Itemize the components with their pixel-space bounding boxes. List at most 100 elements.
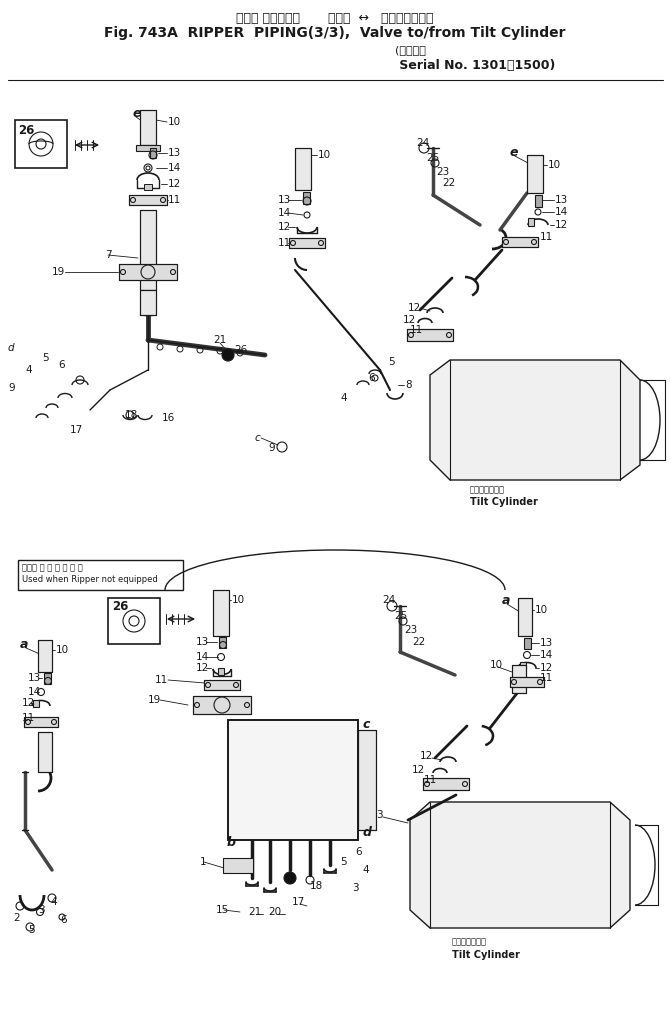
Bar	[18, 560, 183, 590]
Bar	[150, 148, 156, 158]
Bar	[144, 184, 152, 190]
Text: 6: 6	[58, 360, 64, 370]
Text: 18: 18	[310, 881, 323, 891]
Bar	[502, 236, 538, 247]
Text: リッパ 未 装 備 時 使 用: リッパ 未 装 備 時 使 用	[22, 563, 83, 572]
Text: 23: 23	[404, 625, 417, 635]
Text: 13: 13	[540, 638, 554, 648]
Bar	[129, 195, 167, 205]
Bar	[510, 677, 544, 687]
Text: 24: 24	[382, 595, 395, 605]
Bar	[140, 290, 156, 315]
Text: 11: 11	[278, 238, 291, 248]
Text: 4: 4	[340, 393, 347, 403]
Text: 11: 11	[155, 675, 168, 685]
Text: 13: 13	[196, 637, 209, 647]
Bar	[303, 192, 310, 204]
Text: 14: 14	[168, 163, 181, 173]
Text: 3: 3	[38, 905, 45, 915]
Text: 2: 2	[13, 914, 19, 923]
Text: 6: 6	[60, 915, 66, 925]
Circle shape	[222, 349, 234, 361]
Circle shape	[284, 872, 296, 884]
Text: 12: 12	[555, 220, 568, 230]
Text: Used when Ripper not equipped: Used when Ripper not equipped	[22, 576, 158, 585]
Bar	[24, 717, 58, 727]
Text: 10: 10	[168, 117, 181, 127]
Bar	[518, 598, 532, 636]
Text: 15: 15	[216, 905, 229, 915]
Text: Tilt Cylinder: Tilt Cylinder	[470, 497, 538, 508]
Text: 11: 11	[410, 325, 423, 335]
Text: 23: 23	[436, 167, 450, 177]
Text: 10: 10	[548, 160, 561, 170]
Bar	[295, 148, 311, 190]
Text: e: e	[510, 145, 519, 158]
Bar	[289, 238, 325, 248]
Text: 12: 12	[168, 179, 181, 189]
Bar	[108, 598, 160, 644]
Text: 10: 10	[318, 150, 331, 160]
Text: 12: 12	[420, 751, 433, 761]
Text: 26: 26	[234, 345, 247, 355]
Text: 12: 12	[278, 222, 291, 232]
Text: 10: 10	[490, 660, 503, 670]
Bar	[140, 110, 156, 145]
Bar	[423, 779, 469, 790]
Text: 11: 11	[22, 713, 36, 723]
Text: 26: 26	[18, 124, 34, 136]
Bar	[520, 662, 526, 669]
Bar	[119, 264, 177, 280]
Text: 4: 4	[362, 865, 368, 875]
Bar	[44, 673, 51, 684]
Text: 3: 3	[352, 883, 358, 893]
Bar	[289, 238, 325, 248]
Bar	[129, 195, 167, 205]
Text: 13: 13	[168, 148, 181, 158]
Bar	[512, 665, 526, 693]
Text: 12: 12	[540, 663, 554, 673]
Text: 12: 12	[403, 315, 416, 325]
Text: a: a	[20, 638, 28, 652]
Text: c: c	[363, 719, 370, 732]
Bar	[140, 210, 156, 290]
Bar	[510, 677, 544, 687]
Bar	[223, 858, 253, 873]
Bar	[193, 696, 251, 714]
Text: チルトシリンダ: チルトシリンダ	[452, 938, 487, 947]
Bar	[38, 732, 52, 772]
Text: a: a	[502, 594, 511, 607]
Text: Serial No. 1301～1500): Serial No. 1301～1500)	[395, 59, 556, 71]
Text: 3: 3	[376, 810, 382, 820]
Bar	[228, 720, 358, 840]
Bar	[38, 640, 52, 672]
Text: 17: 17	[70, 425, 83, 435]
Text: 10: 10	[232, 595, 245, 605]
Bar	[213, 590, 229, 636]
Bar	[358, 730, 376, 830]
Text: 14: 14	[555, 207, 568, 217]
Bar	[140, 290, 156, 315]
Bar	[407, 329, 453, 341]
Bar	[218, 668, 224, 675]
Bar	[219, 637, 226, 648]
Text: 7: 7	[105, 250, 111, 260]
Polygon shape	[430, 360, 640, 480]
Bar	[140, 210, 156, 290]
Text: チルトシリンダ: チルトシリンダ	[470, 485, 505, 494]
Bar	[502, 236, 538, 247]
Text: 9: 9	[8, 383, 15, 393]
Bar	[15, 120, 67, 168]
Text: 16: 16	[162, 413, 175, 423]
Text: 11: 11	[540, 673, 554, 683]
Bar	[527, 155, 543, 193]
Bar	[512, 665, 526, 693]
Bar	[38, 640, 52, 672]
Text: 6: 6	[368, 373, 374, 383]
Text: 5: 5	[42, 353, 48, 363]
Bar	[213, 590, 229, 636]
Text: 25: 25	[426, 153, 440, 163]
Text: 5: 5	[388, 357, 395, 367]
Text: 24: 24	[416, 138, 429, 148]
Text: 14: 14	[28, 687, 41, 697]
